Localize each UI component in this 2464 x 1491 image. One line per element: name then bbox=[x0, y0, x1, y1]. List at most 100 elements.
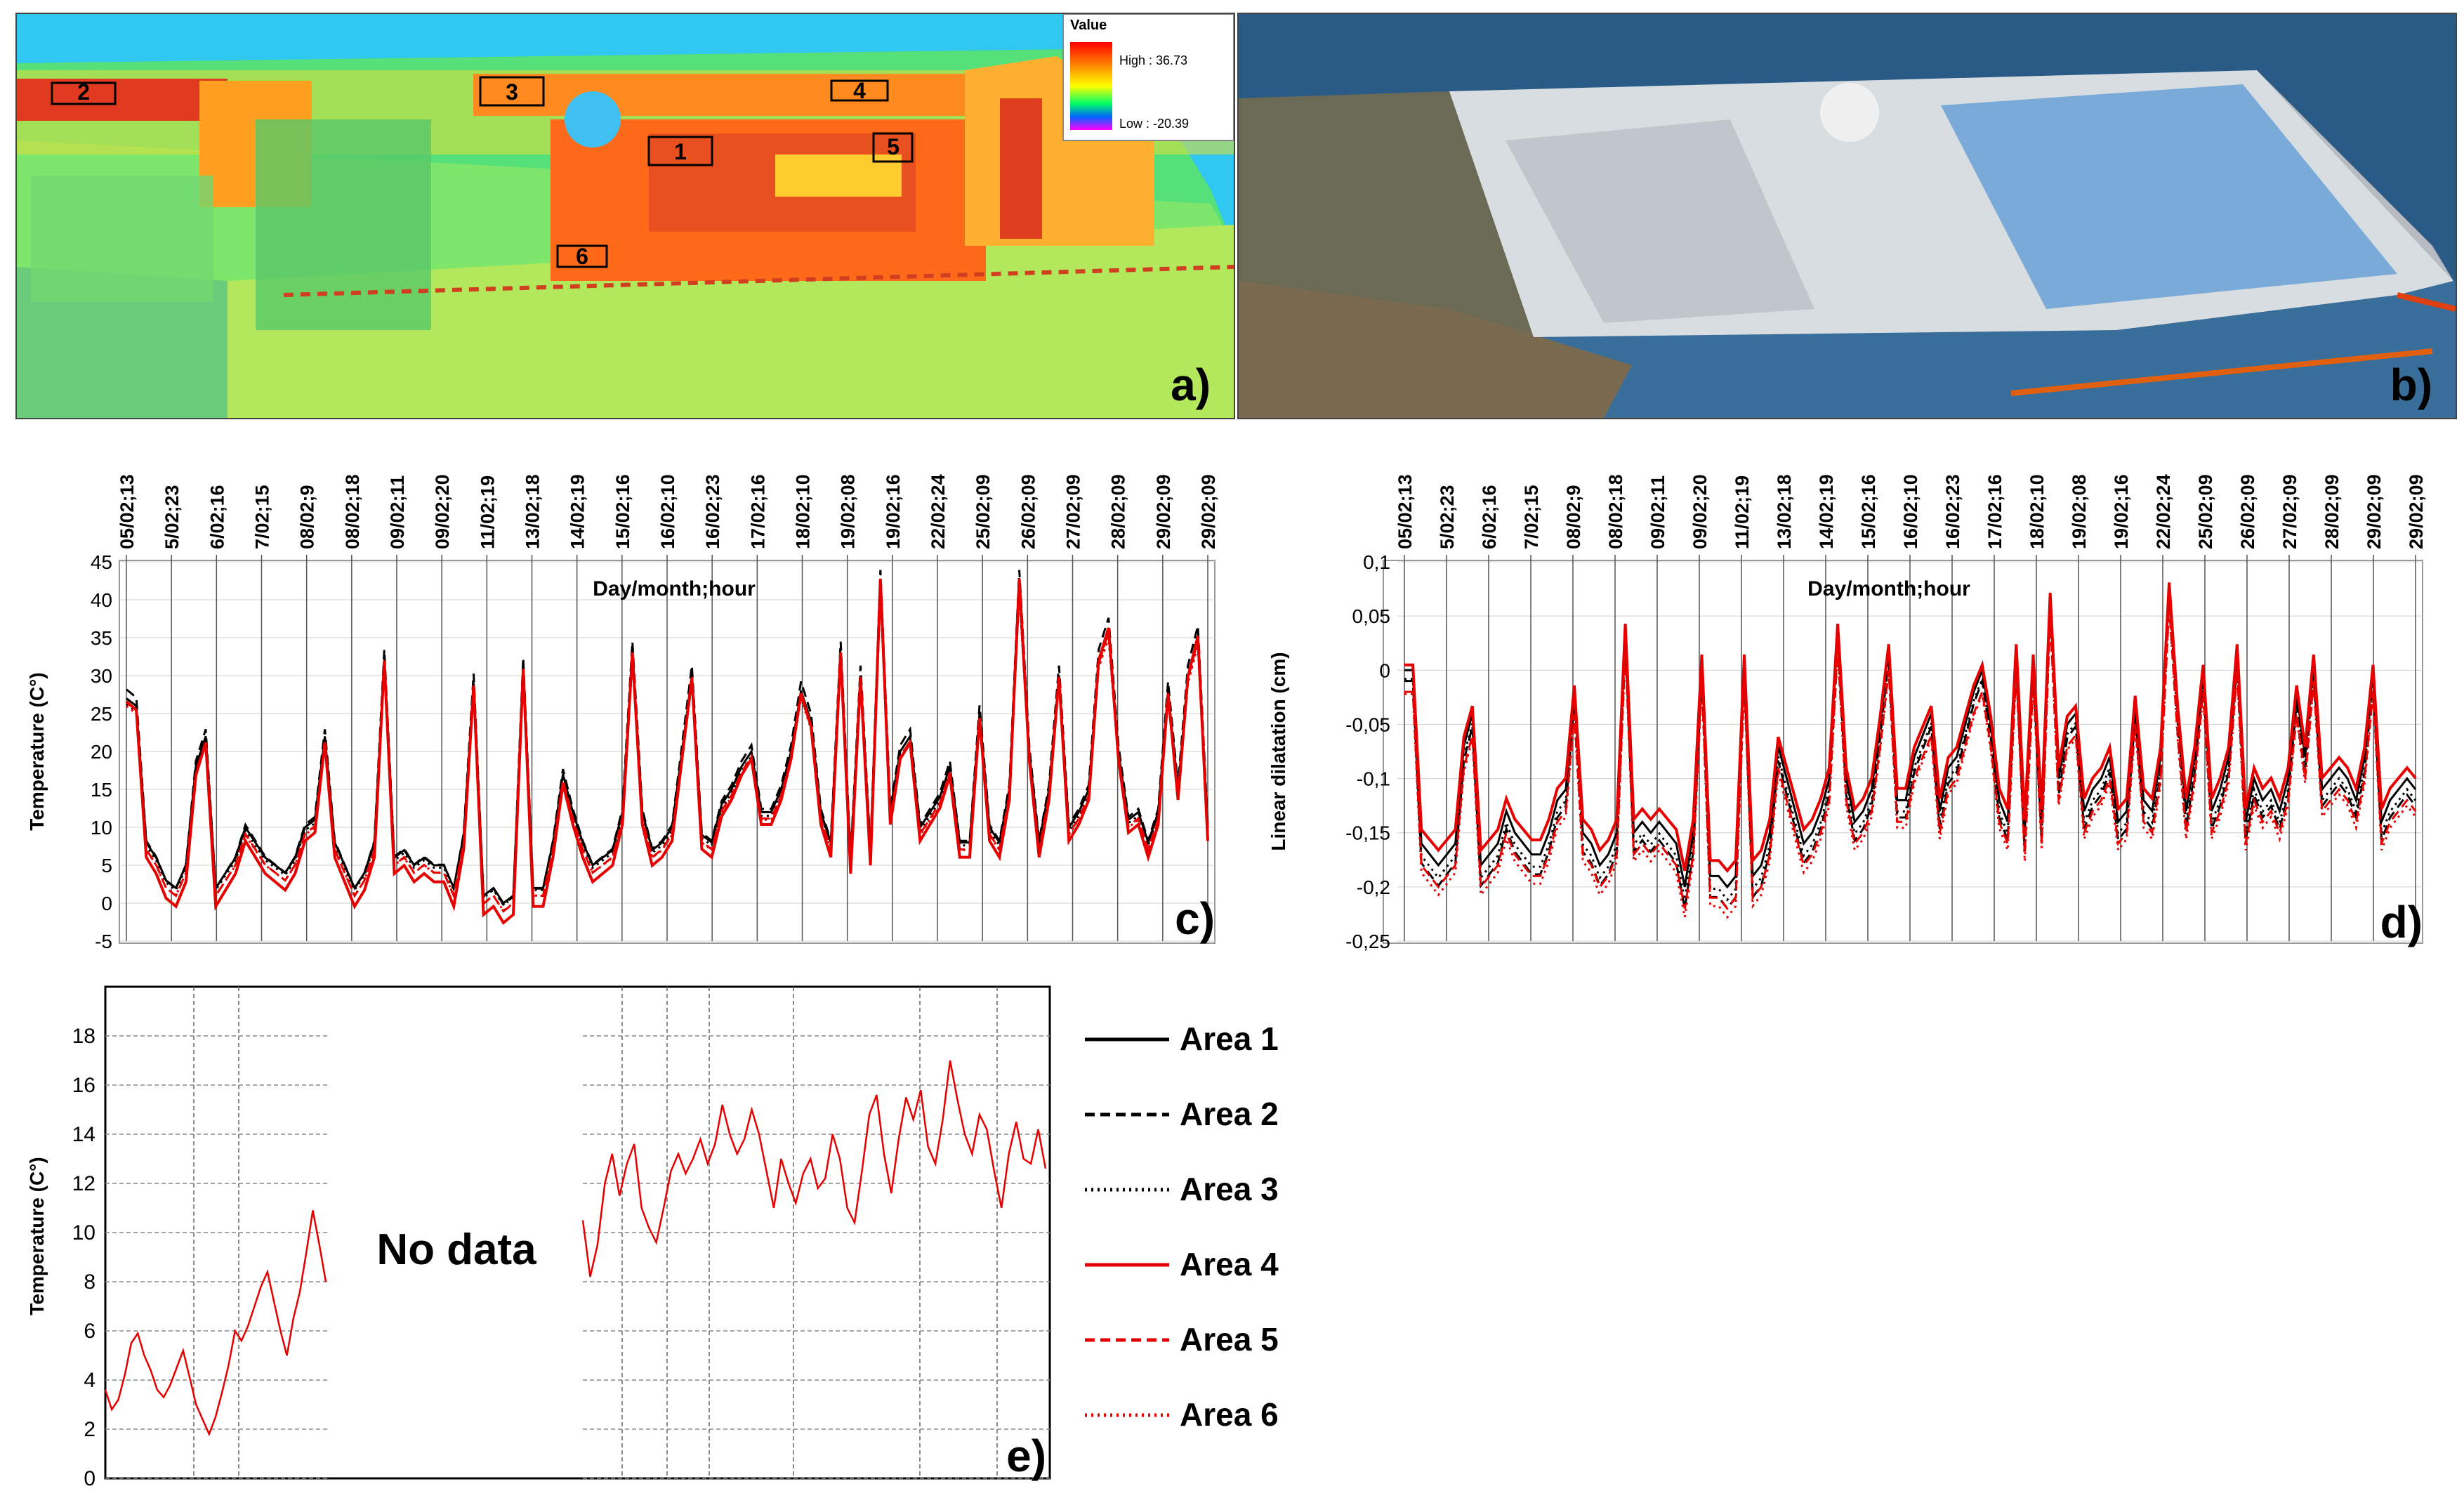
chart-c-yticks: -5 0 5 10 15 20 25 30 35 40 45 bbox=[91, 551, 112, 952]
legend-item: Area 4 bbox=[1085, 1246, 1279, 1282]
chart-d-xticks: 05/02;13 5/02;23 6/02;16 7/02;15 08/02;9 08/0… bbox=[1395, 474, 2427, 549]
legend-label: Area 1 bbox=[1180, 1020, 1279, 1057]
y-tick-label: 2 bbox=[84, 1418, 95, 1441]
legend-label: Area 4 bbox=[1180, 1246, 1279, 1282]
chart-d-lines bbox=[1404, 582, 2417, 919]
x-tick-label: 27/02;09 bbox=[2279, 474, 2300, 549]
y-tick-label: -0,1 bbox=[1357, 768, 1390, 790]
chart-e-lines bbox=[104, 1060, 1047, 1437]
x-tick-label: 19/02;08 bbox=[838, 474, 859, 549]
y-tick-label: 0 bbox=[101, 893, 112, 914]
temperature-line-segment-1 bbox=[104, 1210, 327, 1437]
y-tick-label: 12 bbox=[72, 1172, 95, 1195]
y-tick-label: 4 bbox=[84, 1369, 95, 1392]
x-tick-label: 6/02;16 bbox=[206, 485, 228, 549]
y-tick-label: 15 bbox=[91, 779, 112, 801]
y-tick-label: 8 bbox=[84, 1270, 95, 1294]
y-tick-label: -5 bbox=[95, 931, 112, 952]
x-tick-label: 16/02;23 bbox=[1942, 474, 1963, 549]
y-tick-label: 0,1 bbox=[1363, 551, 1390, 573]
x-tick-label: 17/02;16 bbox=[747, 474, 768, 549]
x-tick-label: 18/02;10 bbox=[2027, 474, 2048, 549]
y-tick-label: 14 bbox=[72, 1123, 95, 1146]
legend-item: Area 1 bbox=[1085, 1020, 1279, 1057]
x-tick-label: 26/02;09 bbox=[2237, 474, 2258, 549]
y-tick-label: 0 bbox=[1379, 659, 1390, 681]
chart-e-yticks: 0 2 4 6 8 10 12 14 16 18 bbox=[72, 1025, 95, 1490]
no-data-label: No data bbox=[376, 1226, 536, 1274]
area-box-label: 1 bbox=[674, 139, 687, 164]
y-tick-label: 0,05 bbox=[1352, 605, 1391, 627]
x-tick-label: 25/02;09 bbox=[2195, 474, 2216, 549]
y-tick-label: 10 bbox=[91, 817, 112, 839]
legend-title: Value bbox=[1070, 18, 1107, 33]
x-tick-label: 08/02;18 bbox=[1605, 474, 1626, 549]
thermal-image: 2 3 4 1 5 6 Value High : 36.73 Low : -20… bbox=[17, 14, 1234, 418]
x-tick-label: 05/02;13 bbox=[1395, 474, 1416, 549]
x-tick-label: 19/02;16 bbox=[2111, 474, 2132, 549]
x-tick-label: 16/02;10 bbox=[1900, 474, 1921, 549]
chart-d-title: Day/month;hour bbox=[1807, 577, 1970, 600]
x-tick-label: 6/02;16 bbox=[1479, 485, 1500, 549]
x-tick-label: 5/02;23 bbox=[1437, 485, 1458, 549]
x-tick-label: 13/02;18 bbox=[1774, 474, 1795, 549]
area-box-label: 2 bbox=[77, 79, 90, 105]
x-tick-label: 22/02;24 bbox=[928, 474, 949, 549]
ship-photo: b) bbox=[1239, 14, 2456, 418]
temperature-line-segment-2 bbox=[581, 1060, 1047, 1277]
legend-item: Area 2 bbox=[1085, 1096, 1279, 1132]
legend-low-label: Low : -20.39 bbox=[1119, 117, 1189, 131]
x-tick-label: 29/02;09 bbox=[1198, 474, 1219, 549]
legend-item: Area 5 bbox=[1085, 1321, 1279, 1358]
legend-item: Area 6 bbox=[1085, 1396, 1279, 1433]
y-tick-label: -0,05 bbox=[1345, 714, 1390, 735]
chart-c-temperature: -5 0 5 10 15 20 25 30 35 40 45 05/02;13 5/02;23 6/02… bbox=[26, 474, 1219, 952]
chart-c-lines bbox=[125, 570, 1209, 925]
x-tick-label: 09/02;20 bbox=[432, 474, 453, 549]
chart-e-temperature: 0 2 4 6 8 10 12 14 16 18 No data Temperature (C°)… bbox=[26, 985, 1051, 1490]
series-line-area-4 bbox=[1404, 582, 2417, 873]
legend-label: Area 5 bbox=[1180, 1321, 1279, 1358]
x-tick-label: 15/02;16 bbox=[1858, 474, 1879, 549]
legend-high-label: High : 36.73 bbox=[1119, 53, 1187, 67]
x-tick-label: 29/02;09 bbox=[2364, 474, 2385, 549]
legend-label: Area 6 bbox=[1180, 1396, 1279, 1433]
x-tick-label: 08/02;18 bbox=[342, 474, 363, 549]
x-tick-label: 17/02;16 bbox=[1984, 474, 2005, 549]
x-tick-label: 14/02;19 bbox=[1816, 474, 1837, 549]
y-tick-label: 35 bbox=[91, 627, 112, 649]
x-tick-label: 25/02;09 bbox=[973, 474, 994, 549]
panel-label-b: b) bbox=[2390, 360, 2432, 410]
x-tick-label: 11/02;19 bbox=[477, 475, 498, 549]
x-tick-label: 28/02;09 bbox=[2321, 474, 2343, 549]
x-tick-label: 18/02;10 bbox=[793, 474, 814, 549]
y-tick-label: -0,15 bbox=[1345, 822, 1390, 844]
panel-label-e: e) bbox=[1006, 1431, 1046, 1481]
y-tick-label: 40 bbox=[91, 589, 112, 611]
chart-d-grid bbox=[1397, 555, 2423, 942]
y-tick-label: 0 bbox=[84, 1467, 95, 1490]
chart-e-ylabel: Temperature (C°) bbox=[26, 1157, 48, 1315]
chart-e-grid bbox=[105, 987, 1050, 1479]
x-tick-label: 22/02;24 bbox=[2153, 474, 2174, 549]
x-tick-label: 19/02;16 bbox=[883, 474, 904, 549]
chart-c-xticks: 05/02;13 5/02;23 6/02;16 7/02;15 08/02;9 08/0… bbox=[117, 474, 1219, 549]
x-tick-label: 26/02;09 bbox=[1017, 474, 1039, 549]
chart-d-yticks: 0,1 0,05 0 -0,05 -0,1 -0,15 -0,2 -0,25 bbox=[1345, 551, 1390, 952]
x-tick-label: 19/02;08 bbox=[2069, 474, 2090, 549]
y-tick-label: 45 bbox=[91, 551, 112, 573]
legend-item: Area 3 bbox=[1085, 1171, 1279, 1207]
x-tick-label: 14/02;19 bbox=[567, 474, 588, 549]
thermal-image-panel: 2 3 4 1 5 6 Value High : 36.73 Low : -20… bbox=[15, 13, 1235, 419]
chart-d-ylabel: Linear dilatation (cm) bbox=[1267, 652, 1289, 850]
y-tick-label: -0,2 bbox=[1357, 876, 1390, 898]
legend-label: Area 2 bbox=[1180, 1096, 1279, 1132]
chart-c-grid bbox=[119, 555, 1215, 942]
x-tick-label: 29/02;09 bbox=[2406, 474, 2427, 549]
x-tick-label: 08/02;9 bbox=[297, 485, 318, 549]
x-tick-label: 11/02;19 bbox=[1732, 475, 1753, 549]
x-tick-label: 27/02;09 bbox=[1063, 474, 1084, 549]
panel-label-d: d) bbox=[2380, 897, 2423, 947]
x-tick-label: 16/02;10 bbox=[657, 474, 678, 549]
y-tick-label: 6 bbox=[84, 1320, 95, 1343]
